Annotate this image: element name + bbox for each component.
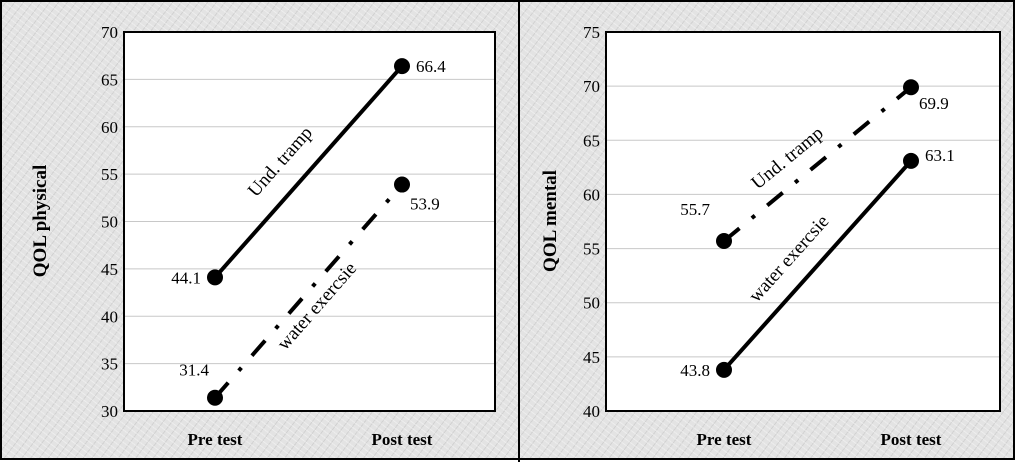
y-tick-label: 65 xyxy=(101,70,118,89)
data-label: 44.1 xyxy=(171,268,201,287)
data-label: 31.4 xyxy=(179,361,209,380)
data-point xyxy=(716,361,732,378)
y-tick-label: 50 xyxy=(583,294,600,313)
y-tick-label: 70 xyxy=(101,23,118,42)
data-label: 63.1 xyxy=(925,146,955,165)
series-line xyxy=(213,183,404,400)
series-line xyxy=(722,159,913,372)
y-tick-label: 65 xyxy=(583,131,600,150)
chart-qol-physical-svg: 30 35 40 45 50 55 60 65 70 Pre test Post test QOL p… xyxy=(30,23,496,449)
y-tick-label: 70 xyxy=(583,77,600,96)
data-point xyxy=(903,152,919,169)
data-point xyxy=(207,389,223,406)
data-label: 55.7 xyxy=(680,200,710,219)
data-point xyxy=(716,232,732,249)
chart-qol-mental: 40 45 50 55 60 65 70 75 Pre test Post test QOL men… xyxy=(520,2,1015,462)
y-tick-label: 60 xyxy=(101,118,118,137)
plot-area xyxy=(606,32,1000,411)
y-tick-label: 55 xyxy=(101,165,118,184)
data-label: 43.8 xyxy=(680,361,710,380)
panel-divider xyxy=(518,2,520,462)
plot-border xyxy=(123,31,496,412)
y-axis-label: QOL mental xyxy=(540,170,561,272)
y-tick-label: 75 xyxy=(583,23,600,42)
data-label: 66.4 xyxy=(416,57,446,76)
x-category-label: Post test xyxy=(372,430,433,449)
y-tick-label: 45 xyxy=(583,348,600,367)
series-line xyxy=(722,85,913,243)
y-tick-label: 45 xyxy=(101,260,118,279)
data-label: 69.9 xyxy=(919,94,949,113)
y-tick-label: 55 xyxy=(583,240,600,259)
data-point xyxy=(903,79,919,96)
data-point xyxy=(207,269,223,286)
y-tick-label: 40 xyxy=(101,307,118,326)
y-tick-label: 50 xyxy=(101,213,118,232)
y-tick-label: 40 xyxy=(583,402,600,421)
data-label: 53.9 xyxy=(410,195,440,214)
y-tick-label: 30 xyxy=(101,402,118,421)
y-tick-label: 60 xyxy=(583,185,600,204)
x-category-label: Pre test xyxy=(188,430,243,449)
data-point xyxy=(394,176,410,193)
x-category-label: Pre test xyxy=(697,430,752,449)
y-tick-label: 35 xyxy=(101,355,118,374)
data-point xyxy=(394,58,410,75)
series-line xyxy=(213,64,404,279)
y-axis-label: QOL physical xyxy=(30,165,51,277)
plot-border xyxy=(605,31,1001,412)
chart-qol-mental-svg: 40 45 50 55 60 65 70 75 Pre test Post test QOL men… xyxy=(540,23,1001,449)
x-category-label: Post test xyxy=(881,430,942,449)
chart-qol-physical: 30 35 40 45 50 55 60 65 70 Pre test Post test QOL p… xyxy=(2,2,518,462)
